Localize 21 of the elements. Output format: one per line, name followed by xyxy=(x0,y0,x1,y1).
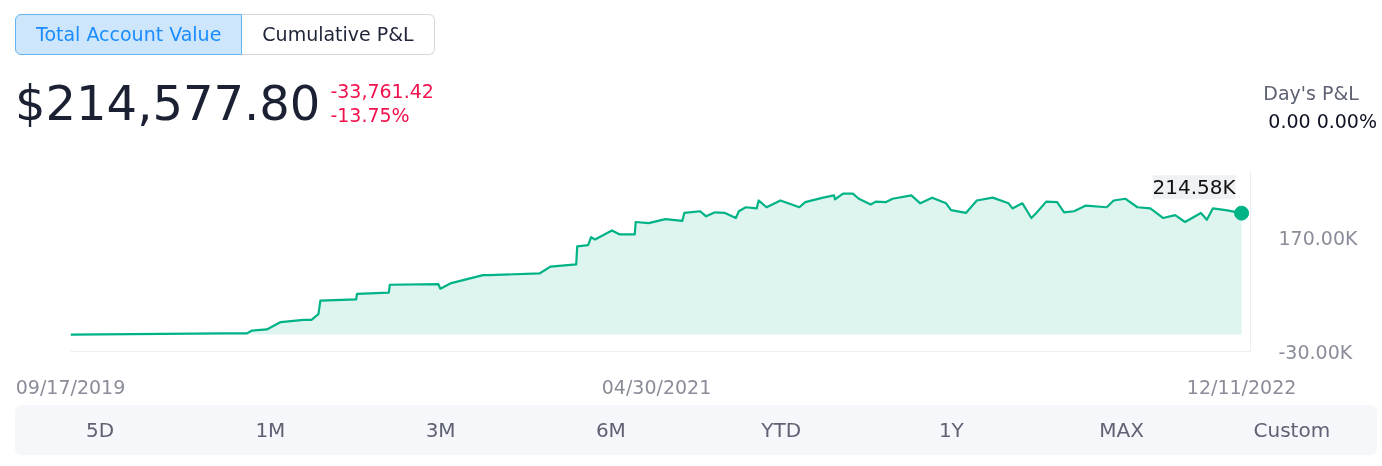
text: YTD xyxy=(760,416,803,444)
chart-title: $214,577.80 xyxy=(15,74,321,133)
text: 1M xyxy=(254,416,287,444)
text: -33,761.42 xyxy=(330,80,434,102)
text: MAX xyxy=(1098,416,1145,444)
text: Total Account Value xyxy=(15,14,243,56)
text: Cumulative P&L xyxy=(242,14,435,56)
text: Day's P&L xyxy=(1263,82,1359,104)
text: 5D xyxy=(85,416,116,444)
x-tick-label: 09/17/2019 xyxy=(15,375,126,398)
text: 1Y xyxy=(937,416,965,444)
text: 0.00 0.00% xyxy=(1268,110,1377,132)
text: 3M xyxy=(424,416,457,444)
x-tick-label: 04/30/2021 xyxy=(601,375,712,398)
annotation: 214.58K xyxy=(1152,175,1237,200)
y-tick-label: -30.00K xyxy=(1278,340,1353,363)
x-tick-label: 12/11/2022 xyxy=(1186,375,1297,398)
text: Custom xyxy=(1252,416,1332,444)
y-tick-label: 170.00K xyxy=(1278,227,1358,250)
text: -13.75% xyxy=(330,104,410,126)
text: 6M xyxy=(594,416,627,444)
